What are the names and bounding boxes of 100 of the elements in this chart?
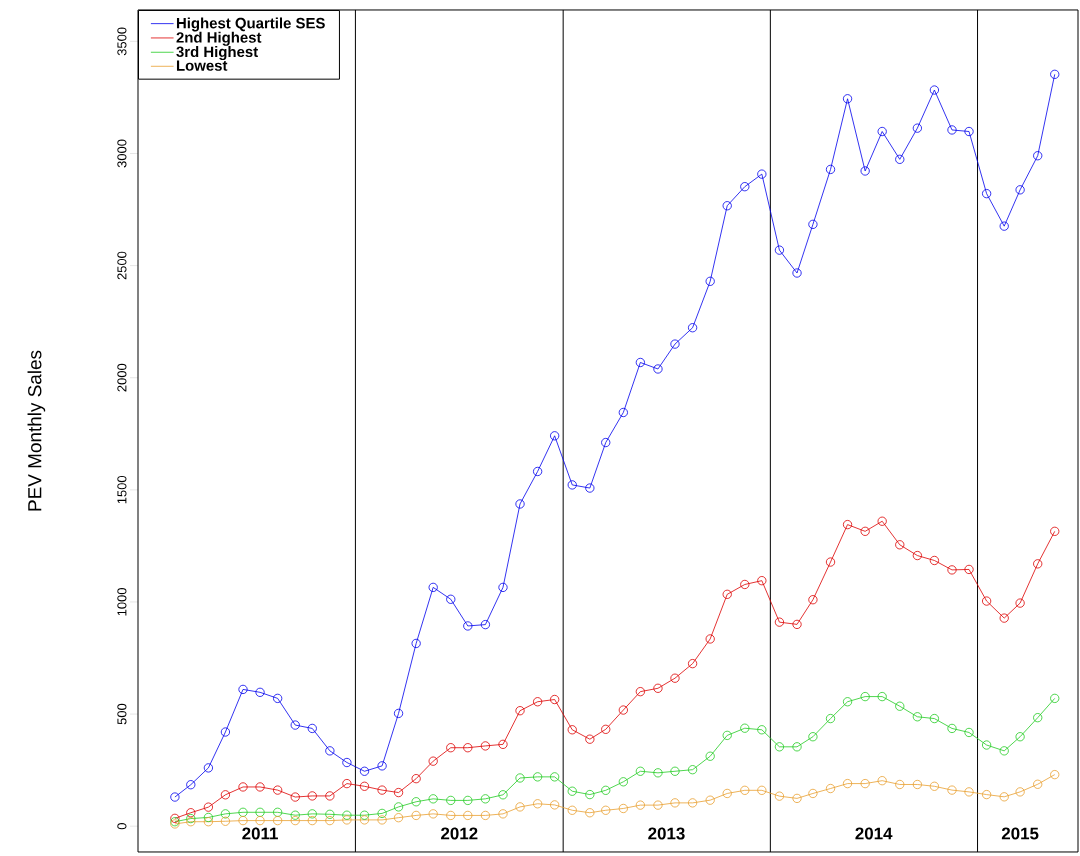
point [929, 781, 939, 791]
point [550, 800, 560, 810]
point [411, 797, 421, 807]
point [515, 499, 525, 509]
y-tick-label: 500 [117, 703, 127, 725]
point [377, 815, 387, 825]
x-tick-label: 2015 [1001, 827, 1039, 840]
point [982, 740, 992, 750]
point [290, 792, 300, 802]
point [273, 785, 283, 795]
point [687, 323, 698, 333]
point [877, 126, 887, 137]
point [585, 734, 595, 744]
point [325, 746, 335, 756]
point [670, 798, 680, 808]
point [446, 810, 456, 821]
point [808, 595, 818, 605]
point [792, 619, 802, 629]
point [203, 812, 213, 823]
point [550, 772, 560, 782]
point [203, 802, 213, 812]
point [687, 659, 698, 669]
point [567, 805, 577, 815]
point [774, 791, 785, 801]
point [290, 815, 300, 826]
y-tick-label: 3000 [117, 139, 127, 168]
point [1050, 693, 1060, 703]
point [307, 723, 317, 734]
point [929, 85, 939, 95]
point [186, 808, 196, 818]
point [774, 245, 785, 255]
point [220, 790, 231, 800]
point [393, 813, 404, 823]
point [653, 683, 663, 693]
point [757, 725, 767, 735]
point [982, 189, 992, 199]
point [220, 809, 231, 819]
point [533, 697, 543, 707]
point [498, 582, 508, 592]
point [757, 785, 767, 795]
point [480, 741, 490, 751]
point [446, 743, 456, 753]
point [255, 782, 265, 792]
point [947, 125, 957, 135]
point [982, 596, 992, 606]
point [722, 201, 732, 211]
point [912, 712, 922, 722]
y-tick-label: 0 [117, 823, 127, 830]
point [377, 808, 387, 819]
point [808, 219, 818, 229]
point [238, 684, 248, 695]
point [255, 807, 265, 817]
point [601, 437, 611, 448]
point [393, 802, 404, 812]
point [515, 706, 525, 716]
point [895, 779, 905, 790]
point [359, 810, 370, 820]
point [757, 576, 767, 586]
point [203, 763, 213, 773]
point [498, 790, 508, 800]
point [480, 810, 490, 821]
point [792, 742, 802, 752]
point [618, 777, 628, 787]
point [653, 768, 663, 778]
point [1050, 69, 1060, 79]
point [1015, 787, 1025, 797]
point [635, 687, 645, 697]
point [705, 751, 715, 761]
point [722, 730, 732, 740]
point [877, 776, 887, 786]
point [567, 786, 577, 796]
point [307, 815, 317, 826]
legend-label: Lowest [176, 60, 228, 71]
point [393, 787, 404, 798]
point [533, 799, 543, 809]
point [342, 778, 352, 789]
y-tick-label: 3500 [117, 27, 127, 56]
point [1033, 713, 1043, 723]
point [895, 540, 905, 550]
legend-label: 3rd Highest [176, 46, 258, 61]
point [428, 756, 438, 766]
point [947, 723, 957, 734]
point [653, 364, 663, 374]
point [705, 795, 715, 805]
point [740, 182, 750, 192]
point [186, 817, 196, 827]
y-tick-label: 2000 [117, 363, 127, 392]
point [842, 697, 853, 707]
point [825, 713, 836, 724]
point [203, 817, 213, 827]
point [912, 779, 922, 790]
point [722, 589, 732, 599]
point [307, 809, 317, 819]
point [515, 802, 525, 812]
point [808, 788, 818, 799]
point [238, 815, 248, 826]
point [774, 617, 785, 627]
point [877, 516, 887, 526]
point [635, 357, 645, 368]
x-tick-label: 2011 [242, 827, 278, 840]
